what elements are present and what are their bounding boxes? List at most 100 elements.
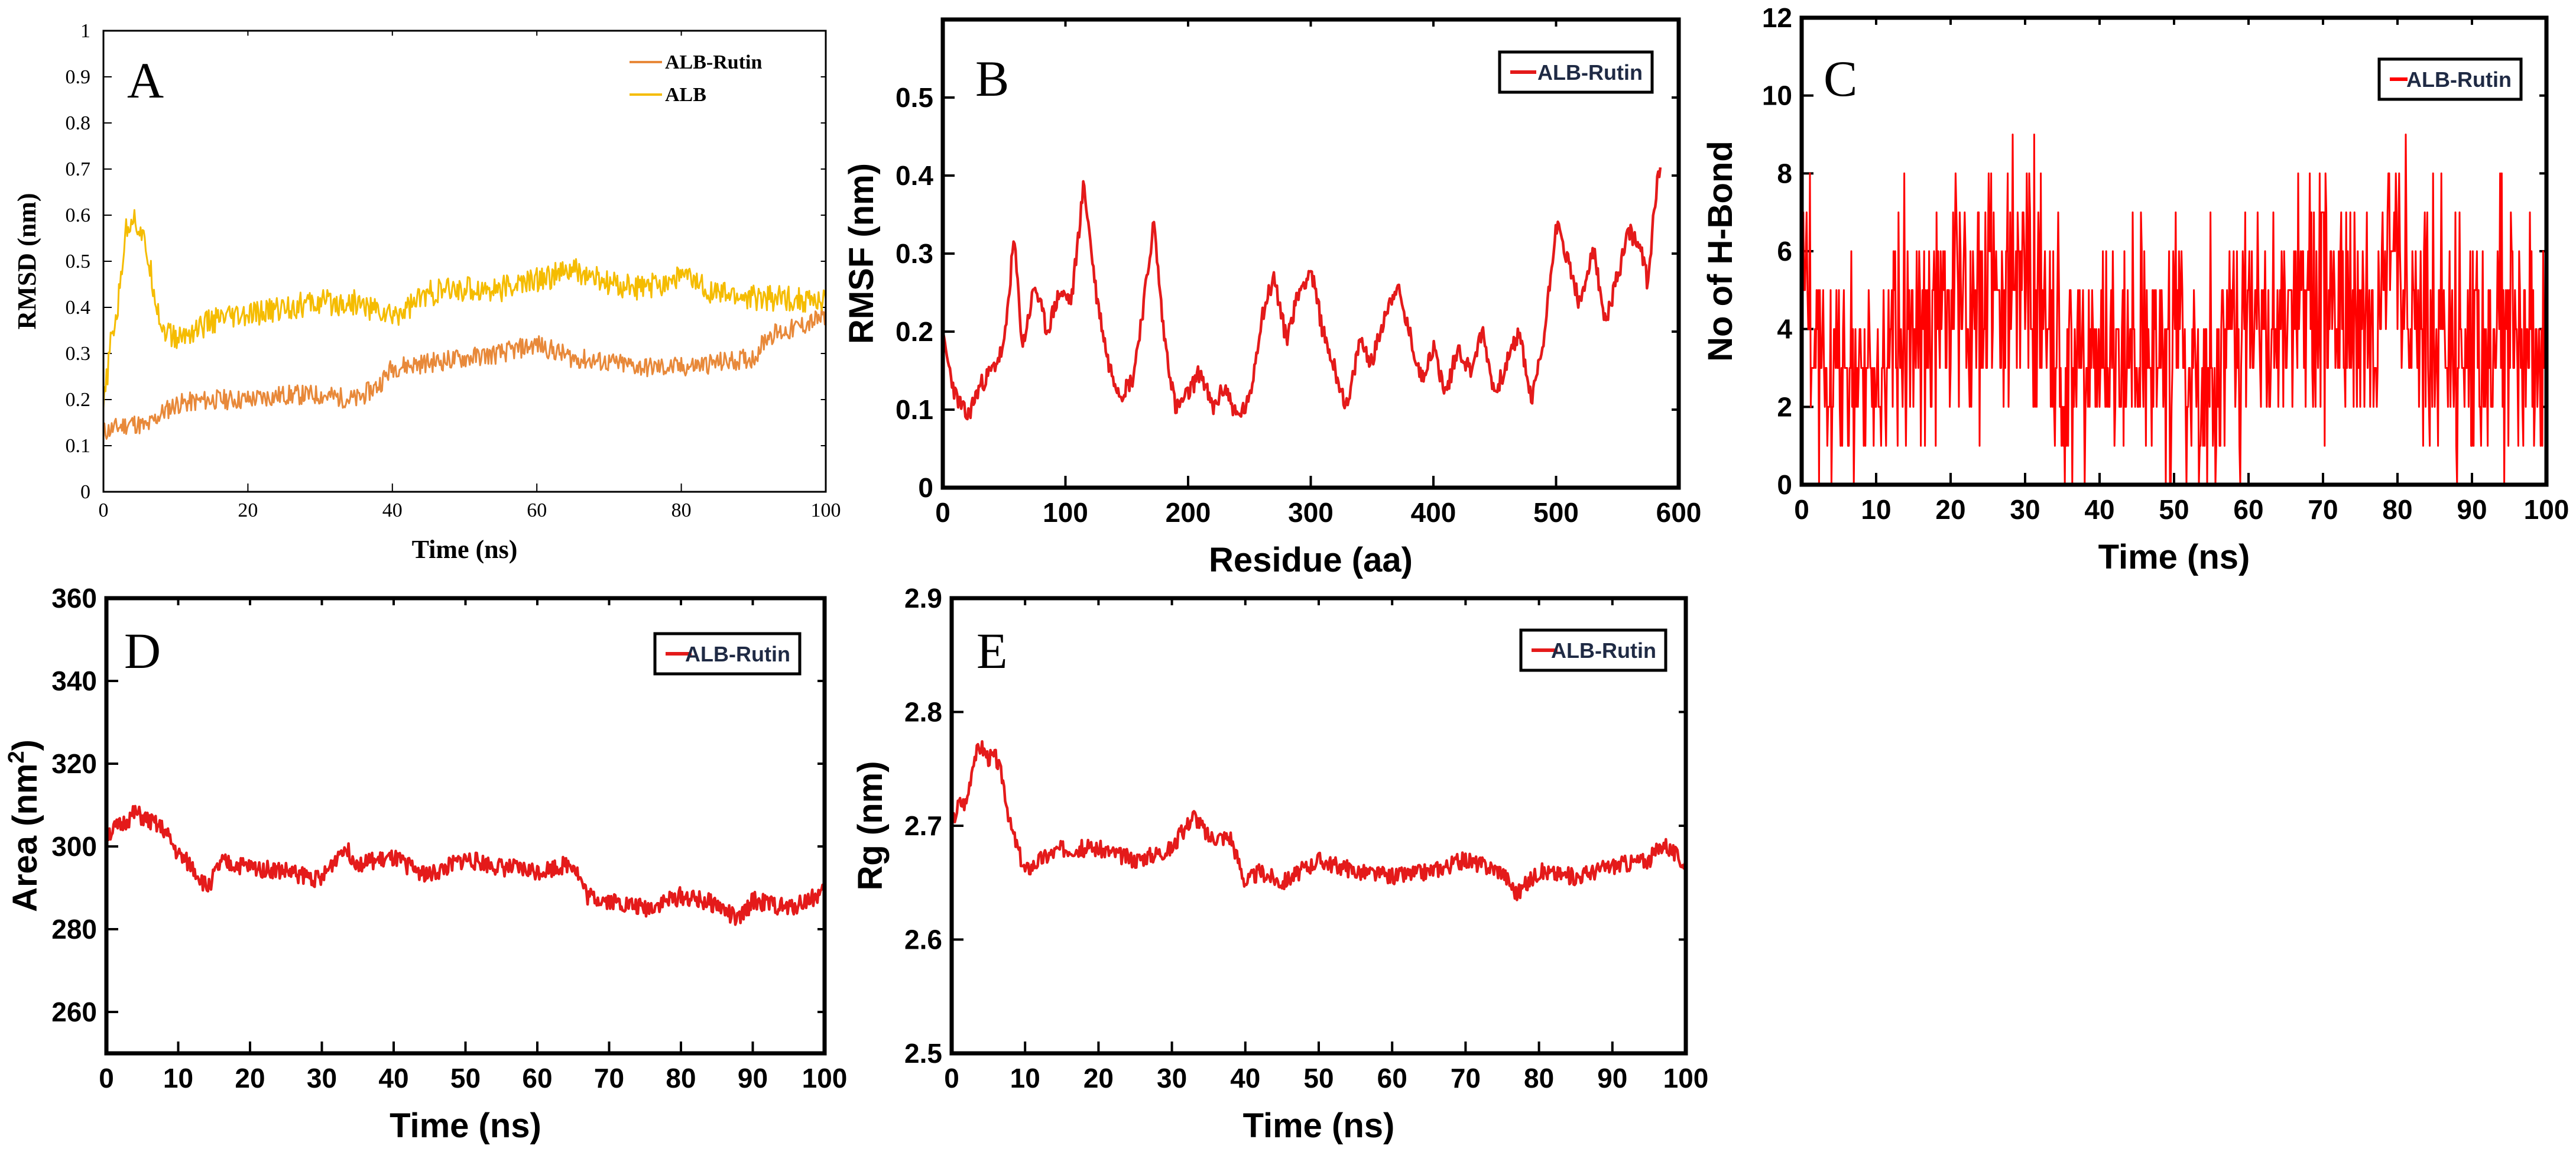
- x-tick-label: 60: [1377, 1063, 1407, 1094]
- x-tick-label: 10: [163, 1063, 193, 1094]
- x-tick-label: 40: [2084, 494, 2114, 525]
- x-tick-label: 80: [2382, 494, 2412, 525]
- x-tick-label: 90: [738, 1063, 768, 1094]
- x-axis-label: Time (ns): [412, 535, 518, 564]
- legend: ALB-Rutin ALB: [630, 51, 762, 106]
- x-tick-label: 70: [2308, 494, 2338, 525]
- y-tick-label: 4: [1777, 314, 1792, 345]
- x-tick-label: 20: [235, 1063, 265, 1094]
- y-tick-label: 10: [1762, 80, 1792, 111]
- series-line-alb: [103, 209, 826, 408]
- x-tick-label: 100: [802, 1063, 848, 1094]
- series-line-alb-rutin: [1802, 134, 2546, 485]
- y-tick-label: 0.4: [66, 297, 91, 319]
- x-tick-label: 40: [378, 1063, 408, 1094]
- x-tick-label: 0: [99, 499, 109, 521]
- x-tick-label: 0: [935, 497, 950, 528]
- y-axis-label-suffix: ): [6, 739, 44, 751]
- x-tick-label: 50: [1303, 1063, 1334, 1094]
- y-axis-label: RMSD (nm): [12, 193, 41, 330]
- x-tick-label: 100: [1043, 497, 1088, 528]
- y-tick-label: 2.7: [904, 810, 942, 841]
- y-axis-label: Rg (nm): [851, 761, 890, 890]
- y-tick-label: 360: [51, 583, 97, 614]
- panel-c: 0 10 20 30 40 50 60 70 80 90 100 0 2 4 6 8 10 12 C Time (ns…: [1701, 2, 2569, 576]
- y-tick-label: 6: [1777, 236, 1792, 267]
- x-tick-label: 10: [1010, 1063, 1040, 1094]
- panel-e: 0 10 20 30 40 50 60 70 80 90 100 2.5 2.6 2.7 2.8 2.9 E Ti…: [851, 583, 1708, 1145]
- x-tick-label: 60: [2233, 494, 2263, 525]
- x-axis-label: Residue (aa): [1209, 541, 1413, 579]
- x-tick-label: 400: [1411, 497, 1456, 528]
- y-tick-label: 260: [51, 997, 97, 1027]
- x-tick-label: 90: [2457, 494, 2487, 525]
- x-tick-label: 500: [1533, 497, 1579, 528]
- y-tick-label: 12: [1762, 2, 1792, 33]
- y-tick-label: 300: [51, 831, 97, 862]
- x-axis-label: Time (ns): [1243, 1107, 1395, 1145]
- legend: ALB-Rutin: [1519, 628, 1667, 672]
- x-tick-label: 70: [1451, 1063, 1481, 1094]
- y-tick-label: 320: [51, 748, 97, 779]
- y-tick-label: 0.9: [66, 66, 91, 88]
- legend-label: ALB-Rutin: [1551, 638, 1656, 663]
- series-line-alb-rutin: [943, 167, 1662, 421]
- x-tick-label: 40: [382, 499, 403, 521]
- y-tick-label: 8: [1777, 158, 1792, 189]
- y-tick-label: 0.5: [896, 82, 933, 113]
- x-tick-label: 10: [1861, 494, 1891, 525]
- x-tick-label: 100: [811, 499, 841, 521]
- y-tick-label: 0: [1777, 469, 1792, 500]
- y-tick-label: 280: [51, 914, 97, 945]
- x-tick-label: 300: [1288, 497, 1334, 528]
- x-tick-label: 40: [1230, 1063, 1260, 1094]
- series-line-alb-rutin: [106, 804, 825, 926]
- x-tick-label: 0: [944, 1063, 959, 1094]
- y-tick-label: 0.7: [66, 158, 91, 180]
- panel-label: C: [1824, 50, 1857, 107]
- x-tick-label: 90: [1597, 1063, 1627, 1094]
- y-axis-label: RMSF (nm): [842, 163, 881, 344]
- series-line-alb-rutin: [103, 307, 826, 440]
- x-tick-label: 50: [2159, 494, 2189, 525]
- y-tick-label: 2.8: [904, 697, 942, 728]
- y-tick-label: 0.4: [896, 160, 933, 191]
- plot-frame: [1799, 15, 2549, 487]
- legend: ALB-Rutin: [2377, 57, 2523, 101]
- panel-label: E: [976, 622, 1008, 679]
- panel-a: 0 20 40 60 80 100 0 0.1 0.2 0.3 0.4 0.5 0.6 0.7 0.8 0.9…: [12, 20, 841, 564]
- y-tick-label: 1: [80, 20, 90, 42]
- plot-frame: [104, 596, 827, 1056]
- x-tick-label: 70: [594, 1063, 624, 1094]
- legend-label: ALB-Rutin: [665, 51, 762, 73]
- x-tick-label: 60: [522, 1063, 552, 1094]
- x-tick-label: 600: [1656, 497, 1702, 528]
- y-axis-label: Area (nm2): [4, 739, 44, 912]
- y-tick-label: 0: [918, 472, 933, 503]
- y-tick-label: 0.6: [66, 205, 91, 226]
- series-line-alb-rutin: [952, 740, 1686, 901]
- x-tick-label: 80: [671, 499, 692, 521]
- x-tick-label: 30: [307, 1063, 337, 1094]
- panel-label: A: [127, 52, 164, 109]
- legend-label: ALB-Rutin: [2406, 67, 2512, 92]
- x-axis-label: Time (ns): [2098, 538, 2250, 576]
- x-tick-label: 80: [1524, 1063, 1554, 1094]
- y-tick-label: 0.2: [896, 316, 933, 347]
- y-tick-label: 0.3: [896, 238, 933, 269]
- plot-frame: [940, 17, 1681, 490]
- y-tick-label: 0.2: [66, 389, 91, 411]
- x-tick-label: 30: [1157, 1063, 1187, 1094]
- x-tick-label: 20: [1083, 1063, 1114, 1094]
- x-axis-label: Time (ns): [390, 1107, 541, 1145]
- panel-label: D: [124, 622, 161, 679]
- legend-label: ALB: [665, 84, 706, 106]
- x-tick-label: 30: [2010, 494, 2040, 525]
- x-tick-label: 100: [2524, 494, 2569, 525]
- panel-b: 0 100 200 300 400 500 600 0 0.1 0.2 0.3 0.4 0.5 B Resi…: [842, 17, 1702, 579]
- legend-label: ALB-Rutin: [1537, 60, 1643, 85]
- x-tick-label: 20: [238, 499, 258, 521]
- y-tick-label: 0.8: [66, 112, 91, 134]
- y-tick-label: 0.1: [66, 435, 91, 457]
